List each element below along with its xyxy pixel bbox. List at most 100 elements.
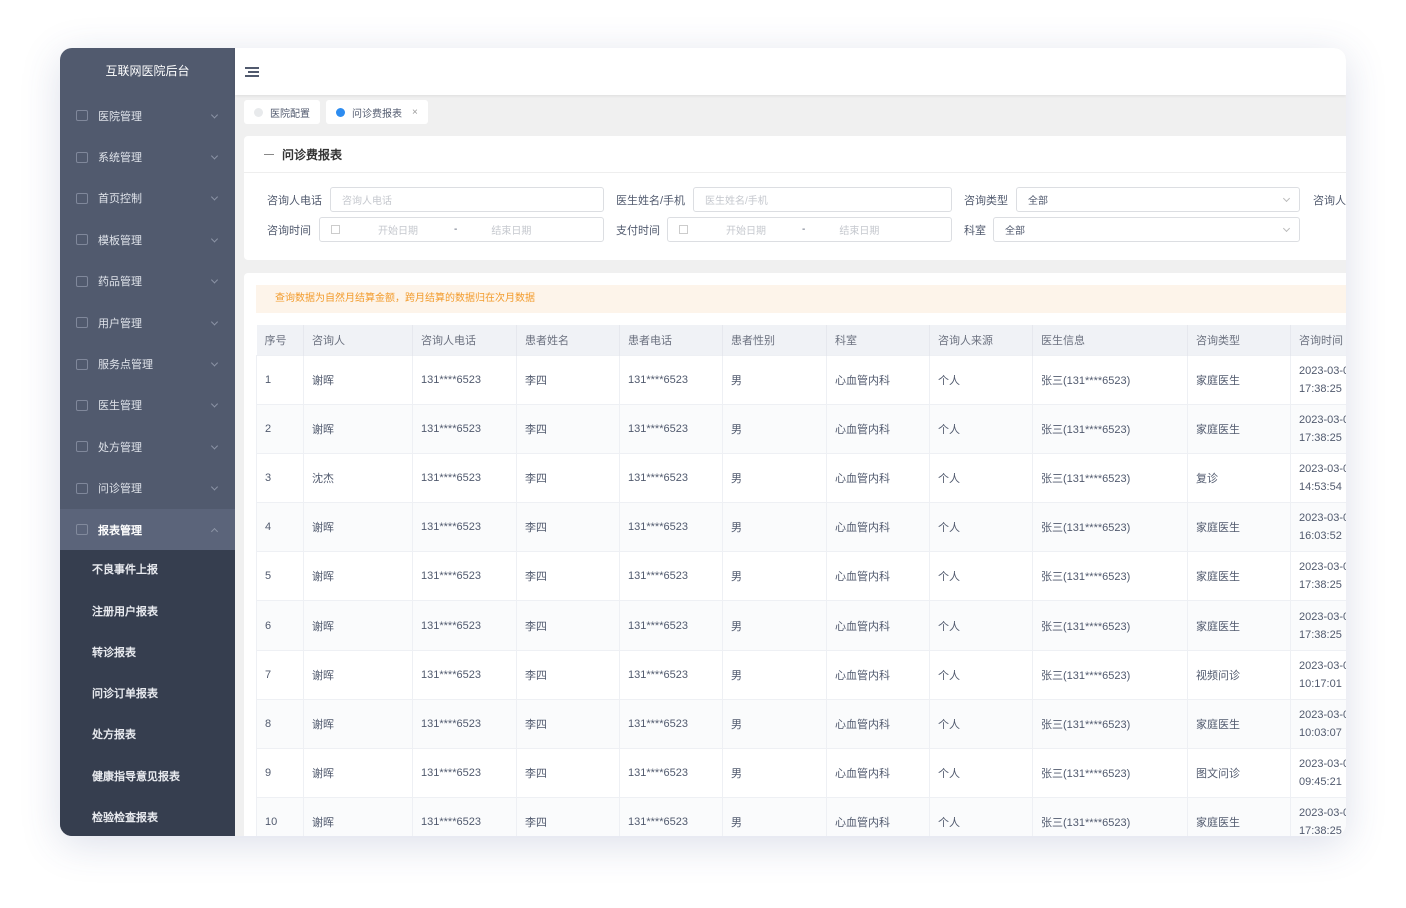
sidebar-item[interactable]: 处方管理 (60, 426, 235, 467)
report-submenu: 不良事件上报 注册用户报表 转诊报表问诊订单报表 处方报表健康指导意见报表 检验检查报表 (60, 550, 235, 836)
table-cell: 张三(131****6523) (1032, 551, 1188, 602)
table-cell: 131****6523 (619, 502, 723, 553)
sidebar-item[interactable]: 报表管理 (60, 508, 235, 551)
table-cell: 张三(131****6523) (1032, 698, 1188, 750)
department-select[interactable]: 全部 (993, 217, 1300, 242)
table-row[interactable]: 3 沈杰 131****6523 李四 131****6523 男心血管内科 个人 张三(13… (256, 452, 1346, 504)
sidebar-item-label: 医生管理 (98, 400, 142, 413)
table-cell: 131****6523 (412, 747, 517, 799)
table-row[interactable]: 4 谢晖 131****6523 李四 131****6523 男心血管内科 个人 张三(13… (256, 502, 1346, 553)
submenu-item[interactable]: 问诊订单报表 (92, 688, 158, 701)
consult-date: 2023-03-0 (1299, 561, 1346, 574)
table-row[interactable]: 6 谢晖 131****6523 李四 131****6523 男心血管内科 个人 张三(13… (256, 600, 1346, 651)
select-value: 全部 (1028, 196, 1048, 207)
table-cell: 7 (256, 649, 304, 700)
table-cell: 李四 (516, 600, 620, 651)
close-icon[interactable]: × (412, 106, 418, 118)
consult-time-range[interactable]: 开始日期 - 结束日期 (319, 217, 604, 242)
table-cell: 李四 (516, 747, 620, 799)
table-cell: 男 (722, 354, 827, 405)
submenu-item[interactable]: 转诊报表 (92, 646, 136, 659)
consult-clock: 17:38:25 (1299, 431, 1342, 444)
doctor-label: 医生姓名/手机 (616, 195, 686, 207)
table-card: 查询数据为自然月结算金额，跨月结算的数据归在次月数据 序号 咨询人 咨询人电话 患者姓… (244, 273, 1346, 836)
consult-time-cell: 2023-03-0 09:45:21 (1290, 747, 1346, 799)
consult-clock: 09:45:21 (1299, 776, 1342, 789)
menu-toggle-icon[interactable] (245, 66, 259, 77)
table-row[interactable]: 9 谢晖 131****6523 李四 131****6523 男心血管内科 个人 张三(13… (256, 747, 1346, 799)
template-icon (76, 234, 88, 246)
table-cell: 131****6523 (619, 747, 723, 799)
submenu-item[interactable]: 检验检查报表 (92, 812, 158, 825)
tab-hospital-config[interactable]: 医院配置 (244, 100, 320, 124)
column-header: 患者电话 (619, 325, 723, 355)
sidebar-item[interactable]: 系统管理 (60, 136, 235, 177)
table-cell: 个人 (929, 403, 1033, 454)
table-cell: 2 (256, 403, 304, 454)
doctor-input[interactable]: 医生姓名/手机 (693, 187, 952, 212)
table-cell: 李四 (516, 403, 620, 454)
table-cell: 心血管内科 (826, 747, 930, 799)
column-header: 咨询时间 (1290, 325, 1346, 355)
table-cell: 8 (256, 698, 304, 750)
sidebar-item[interactable]: 用户管理 (60, 302, 235, 343)
consult-clock: 17:38:25 (1299, 579, 1342, 592)
table-row[interactable]: 1 谢晖 131****6523 李四 131****6523 男心血管内科 个人 张三(13… (256, 354, 1346, 405)
column-header: 科室 (826, 325, 930, 355)
submenu-item[interactable]: 处方报表 (92, 729, 136, 742)
consult-time-cell: 2023-03-0 14:53:54 (1290, 452, 1346, 504)
tab-label: 医院配置 (270, 108, 310, 120)
sidebar-item[interactable]: 药品管理 (60, 261, 235, 302)
tab-consult-fee-report[interactable]: 问诊费报表 × (326, 100, 428, 124)
sidebar-item-label: 服务点管理 (98, 359, 153, 372)
chevron-down-icon (210, 193, 219, 202)
table-row[interactable]: 2 谢晖 131****6523 李四 131****6523 男心血管内科 个人 张三(13… (256, 403, 1346, 454)
table-cell: 131****6523 (412, 698, 517, 750)
submenu-item[interactable]: 不良事件上报 (92, 564, 158, 577)
table-cell: 男 (722, 747, 827, 799)
sidebar-item-label: 医院管理 (98, 110, 142, 123)
sidebar: 互联网医院后台 医院管理 系统管理 首页控制 模板管理 药品管理 用户管理 服务点管理 医生管… (60, 48, 235, 836)
sidebar-item[interactable]: 模板管理 (60, 219, 235, 260)
consult-clock: 10:03:07 (1299, 726, 1342, 739)
sidebar-item[interactable]: 服务点管理 (60, 343, 235, 384)
pay-time-range[interactable]: 开始日期 - 结束日期 (667, 217, 952, 242)
column-header: 咨询类型 (1187, 325, 1291, 355)
table-cell: 131****6523 (412, 354, 517, 405)
table-cell: 个人 (929, 747, 1033, 799)
sidebar-item[interactable]: 医生管理 (60, 385, 235, 426)
table-row[interactable]: 10 谢晖 131****6523 李四 131****6523 男心血管内科 个人 张三(1… (256, 797, 1346, 836)
submenu-item[interactable]: 健康指导意见报表 (92, 770, 180, 783)
table-cell: 9 (256, 747, 304, 799)
table-cell: 131****6523 (619, 452, 723, 504)
sidebar-item[interactable]: 医院管理 (60, 95, 235, 136)
table-cell: 131****6523 (412, 551, 517, 602)
consult-type-select[interactable]: 全部 (1016, 187, 1300, 212)
consult-time-label: 咨询时间 (267, 225, 311, 237)
table-row[interactable]: 8 谢晖 131****6523 李四 131****6523 男心血管内科 个人 张三(13… (256, 698, 1346, 750)
table-cell: 张三(131****6523) (1032, 649, 1188, 700)
column-header: 咨询人 (303, 325, 413, 355)
sidebar-item[interactable]: 首页控制 (60, 178, 235, 219)
consult-clock: 16:03:52 (1299, 530, 1342, 543)
end-date: 结束日期 (839, 226, 880, 237)
table-cell: 6 (256, 600, 304, 651)
table-row[interactable]: 7 谢晖 131****6523 李四 131****6523 男心血管内科 个人 张三(13… (256, 649, 1346, 700)
sidebar-item[interactable]: 问诊管理 (60, 468, 235, 509)
table-cell: 个人 (929, 600, 1033, 651)
consultant-phone-input[interactable]: 咨询人电话 (330, 187, 604, 212)
table-cell: 131****6523 (412, 797, 517, 836)
table-row[interactable]: 5 谢晖 131****6523 李四 131****6523 男心血管内科 个人 张三(13… (256, 551, 1346, 602)
sidebar-item-label: 处方管理 (98, 441, 142, 454)
table-cell: 心血管内科 (826, 600, 930, 651)
consult-date: 2023-03-0 (1299, 364, 1346, 377)
table-cell: 男 (722, 600, 827, 651)
table-cell: 131****6523 (619, 354, 723, 405)
user-icon (76, 317, 88, 329)
table-cell: 131****6523 (412, 403, 517, 454)
notice-banner: 查询数据为自然月结算金额，跨月结算的数据归在次月数据 (256, 285, 1346, 313)
submenu-item[interactable]: 注册用户报表 (92, 605, 158, 618)
table-cell: 李四 (516, 649, 620, 700)
consult-date: 2023-03-0 (1299, 462, 1346, 475)
table-cell: 4 (256, 502, 304, 553)
